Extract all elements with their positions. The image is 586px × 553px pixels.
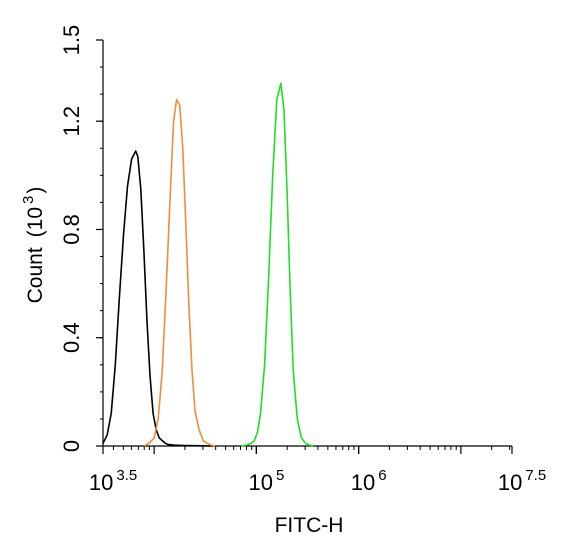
x-tick-label: 10 6 — [351, 467, 387, 495]
series-line-2 — [143, 98, 216, 447]
y-tick-label: 0.8 — [59, 214, 84, 245]
x-axis-label: FITC-H — [275, 514, 344, 537]
y-tick-label: 0.4 — [59, 322, 84, 353]
series-line-1 — [102, 150, 216, 447]
x-tick-label: 10 7.5 — [498, 467, 546, 495]
y-axis-unit-close: ) — [24, 187, 47, 194]
x-tick-label: 10 5 — [248, 467, 284, 495]
y-tick-label: 1.5 — [59, 25, 84, 56]
y-axis-unit-open: (10 — [24, 207, 47, 237]
y-tick-label: 0 — [59, 440, 84, 452]
y-axis-label: Count (10 3) — [20, 187, 47, 304]
x-axis: 10 3.5 10 5 10 6 10 7.5 — [89, 446, 546, 495]
y-axis-unit-exponent: 3 — [20, 196, 37, 204]
series-line-3 — [240, 82, 314, 447]
x-tick-label: 10 3.5 — [89, 467, 137, 495]
y-tick-label: 1.2 — [59, 106, 84, 137]
y-axis: 0 0.4 0.8 1.2 1.5 — [59, 25, 103, 452]
series-layer — [102, 82, 314, 447]
y-axis-label-text: Count — [24, 247, 47, 303]
plot-frame — [102, 40, 512, 447]
